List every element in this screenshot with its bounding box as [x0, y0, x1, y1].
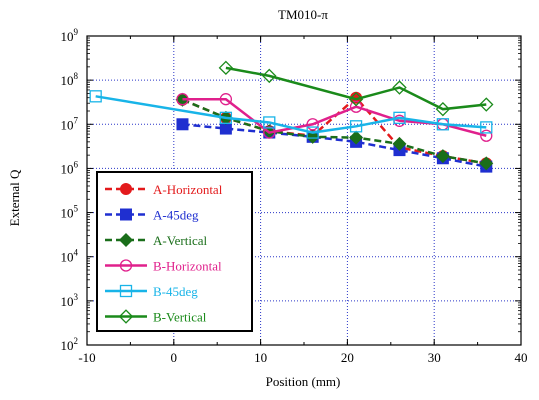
data-point [479, 156, 494, 171]
data-point [218, 60, 234, 76]
legend-marker [119, 284, 133, 298]
data-point [306, 126, 319, 139]
legend-item: A-Vertical [105, 232, 208, 248]
data-point [436, 118, 450, 131]
data-point [306, 118, 319, 131]
legend-label: B-Horizontal [153, 259, 222, 274]
x-tick-label: 40 [515, 350, 528, 365]
plot-frame [86, 35, 522, 346]
data-point [392, 80, 407, 95]
data-point [262, 68, 277, 84]
legend-marker [120, 183, 132, 195]
legend-item: B-45deg [105, 284, 198, 299]
data-point [263, 126, 276, 139]
series-line [95, 95, 487, 134]
series-b-45deg [89, 90, 493, 139]
data-point [392, 136, 407, 151]
x-axis-label: Position (mm) [266, 374, 341, 389]
x-tick-label: 30 [428, 350, 441, 365]
data-point [219, 93, 233, 106]
series-a-45deg [176, 118, 493, 173]
data-point [176, 118, 189, 131]
data-point [263, 116, 276, 129]
x-tick-label: 0 [171, 350, 178, 365]
data-point [435, 101, 451, 117]
y-tick-label: 105 [61, 204, 79, 221]
series-b-vertical [218, 60, 494, 117]
x-tick-label: 10 [254, 350, 267, 365]
legend-item: A-45deg [105, 208, 199, 223]
series-line [182, 123, 487, 168]
y-tick-label: 108 [61, 71, 79, 88]
data-point [348, 91, 364, 107]
y-tick-label: 102 [61, 336, 79, 353]
legend-label: A-Horizontal [153, 182, 223, 197]
data-point [176, 93, 189, 106]
data-point [435, 149, 450, 164]
legend-label: B-45deg [153, 284, 198, 299]
legend-box [96, 171, 253, 332]
data-point [480, 129, 493, 142]
data-point [479, 97, 494, 112]
y-tick-label: 109 [61, 27, 79, 44]
legend-marker [118, 309, 134, 324]
legend-item: B-Horizontal [105, 259, 222, 274]
x-tick-label: -10 [78, 350, 95, 365]
legend: A-Horizontal A-45deg A-Vertical B-Horizonta… [96, 171, 253, 332]
data-point [393, 111, 406, 124]
legend-marker [119, 259, 133, 272]
data-point [219, 111, 233, 124]
y-tick-label: 103 [61, 292, 79, 309]
legend-item: B-Vertical [105, 309, 207, 325]
x-tick-label: 20 [341, 350, 354, 365]
y-axis-label: External Q [7, 169, 22, 226]
data-point [349, 130, 364, 145]
series-line [181, 98, 487, 165]
y-tick-label: 106 [61, 159, 79, 176]
data-point [349, 100, 363, 113]
data-point [349, 120, 363, 133]
legend-marker [120, 208, 132, 221]
legend-label: A-Vertical [153, 233, 208, 248]
data-point [480, 121, 493, 134]
legend-label: B-Vertical [153, 310, 207, 325]
chart-title: TM010-π [278, 7, 328, 22]
series-line [225, 66, 487, 111]
legend-item: A-Horizontal [105, 182, 223, 197]
y-tick-label: 104 [61, 248, 79, 265]
y-tick-label: 107 [61, 115, 79, 132]
data-point [305, 129, 320, 144]
data-point [89, 90, 102, 103]
legend-marker [118, 232, 134, 248]
legend-label: A-45deg [153, 208, 199, 223]
